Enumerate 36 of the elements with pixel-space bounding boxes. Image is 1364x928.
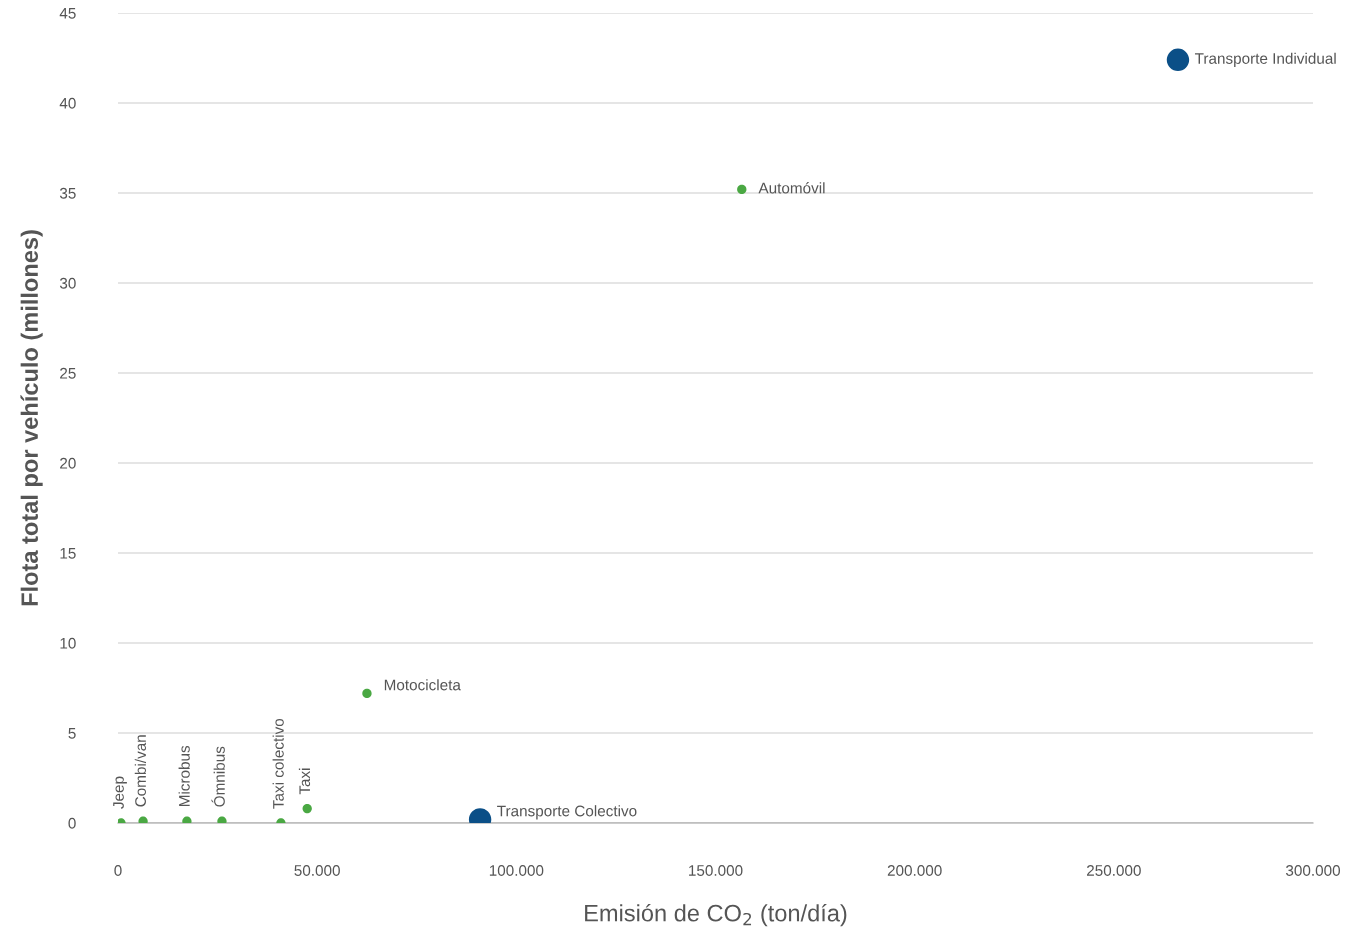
annotation: Combi/van	[134, 735, 146, 807]
y-axis-title: Flota total por vehículo (millones)	[20, 230, 43, 606]
annotation: Motocicleta	[384, 679, 461, 691]
point	[362, 688, 372, 699]
point	[217, 816, 227, 823]
x-tick-label: 250.000	[1086, 865, 1141, 876]
point	[138, 816, 148, 823]
point	[302, 803, 312, 814]
y-tick-label: 30	[59, 277, 76, 289]
y-tick-label: 15	[60, 548, 76, 559]
annotation: Jeep	[113, 776, 127, 809]
annotation: Transporte Individual	[1194, 52, 1336, 67]
y-tick-label: 20	[60, 457, 76, 469]
x-tick-label: 0	[114, 865, 122, 876]
annotation: Taxi colectivo	[272, 718, 284, 809]
point	[182, 816, 192, 823]
x-tick-label: 150.000	[689, 865, 743, 876]
point	[1166, 48, 1190, 71]
x-tick-label: 50.000	[294, 865, 340, 876]
annotation: Taxi	[298, 768, 311, 795]
annotation: Automóvil	[758, 182, 825, 194]
x-tick-label: 300.000	[1285, 865, 1341, 876]
annotation: Ómnibus	[211, 746, 225, 807]
y-tick-label: 45	[59, 8, 76, 19]
x-axis-title: Emisión de CO$_{2}$ (ton/día)	[585, 903, 847, 927]
y-tick-label: 10	[60, 637, 76, 649]
annotation: Microbus	[178, 745, 190, 807]
x-tick-label: 200.000	[887, 865, 942, 876]
y-tick-label: 35	[59, 187, 76, 199]
y-tick-label: 5	[68, 728, 76, 739]
x-tick-label: 100.000	[489, 865, 544, 876]
annotation: Transporte Colectivo	[497, 805, 637, 820]
y-tick-label: 25	[60, 367, 76, 379]
y-tick-label: 40	[59, 97, 76, 109]
point	[737, 184, 747, 195]
y-tick-label: 0	[68, 817, 76, 829]
